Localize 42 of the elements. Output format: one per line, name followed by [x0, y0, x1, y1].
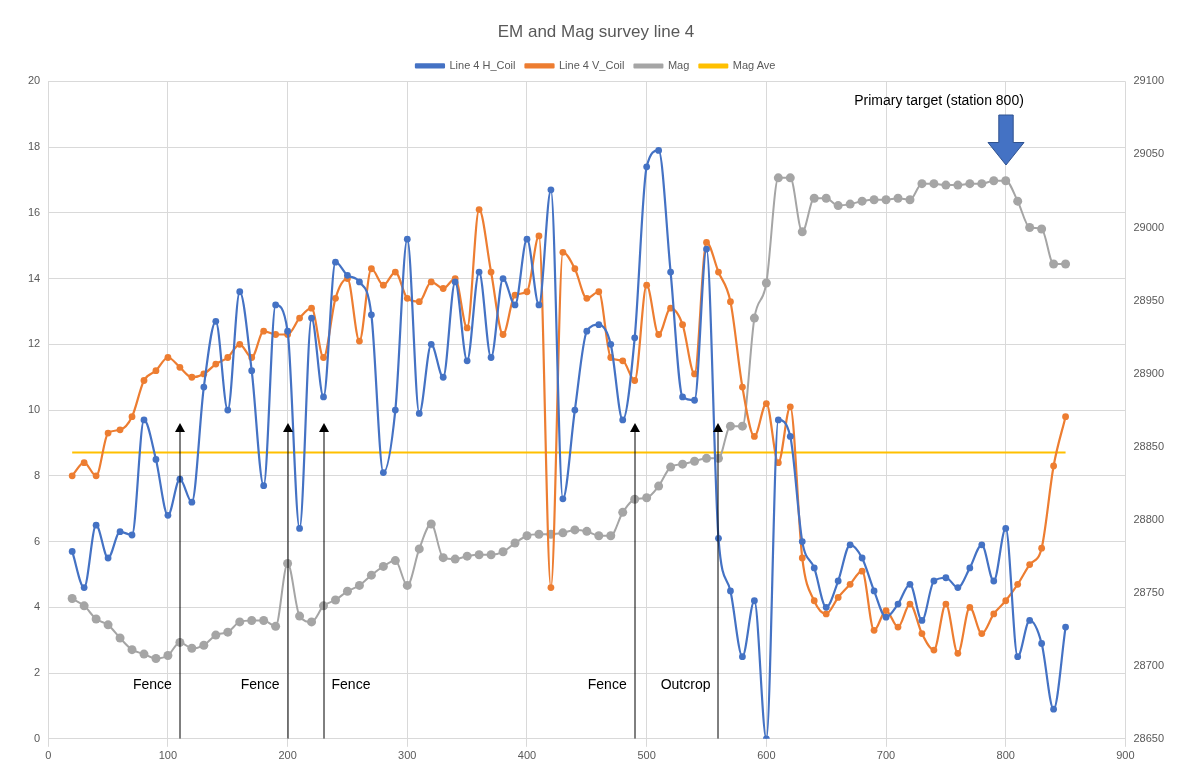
- ref-line-label: Fence: [240, 675, 280, 692]
- y-tick-label: 2: [34, 666, 41, 679]
- y2-tick-label: 28700: [1133, 658, 1165, 671]
- legend-label: Line 4 V_Coil: [559, 58, 625, 71]
- x-tick-label: 100: [158, 749, 178, 762]
- chart-title: EM and Mag survey line 4: [497, 21, 695, 41]
- y-tick-label: 10: [27, 403, 41, 416]
- x-tick-label: 500: [637, 749, 656, 762]
- y2-tick-label: 28900: [1133, 366, 1165, 379]
- y2-tick-label: 28950: [1133, 293, 1165, 306]
- legend-label: Mag: [667, 58, 690, 71]
- x-tick-label: 900: [1116, 749, 1135, 762]
- y-tick-label: 8: [34, 468, 41, 481]
- y-tick-label: 4: [34, 600, 41, 613]
- y2-tick-label: 29050: [1133, 147, 1165, 160]
- y2-tick-label: 29100: [1133, 74, 1165, 87]
- legend-label: Mag Ave: [732, 58, 776, 71]
- annotation: Primary target (station 800): [854, 92, 1024, 109]
- x-tick-label: 200: [278, 749, 297, 762]
- x-tick-label: 800: [996, 749, 1015, 762]
- y-tick-label: 12: [27, 337, 41, 350]
- ref-line-label: Fence: [132, 675, 173, 692]
- y2-tick-label: 28750: [1133, 585, 1165, 598]
- y2-tick-label: 28850: [1133, 439, 1165, 452]
- y2-tick-label: 28800: [1133, 512, 1165, 525]
- ref-line-label: Fence: [587, 675, 627, 692]
- y-tick-label: 18: [27, 140, 41, 153]
- x-tick-label: 600: [757, 749, 776, 762]
- ref-line-label: Fence: [331, 675, 371, 692]
- y-tick-label: 20: [27, 74, 41, 87]
- x-tick-label: 700: [876, 749, 896, 762]
- y-tick-label: 0: [34, 731, 41, 744]
- x-tick-label: 0: [45, 749, 52, 762]
- y-tick-label: 6: [34, 534, 41, 547]
- x-tick-label: 400: [517, 749, 537, 762]
- ref-line-label: Outcrop: [660, 675, 711, 692]
- y-tick-label: 16: [27, 205, 41, 218]
- y-tick-label: 14: [27, 271, 41, 284]
- y2-tick-label: 29000: [1133, 220, 1165, 233]
- legend-label: Line 4 H_Coil: [449, 58, 516, 71]
- x-tick-label: 300: [398, 749, 417, 762]
- y2-tick-label: 28650: [1133, 731, 1165, 744]
